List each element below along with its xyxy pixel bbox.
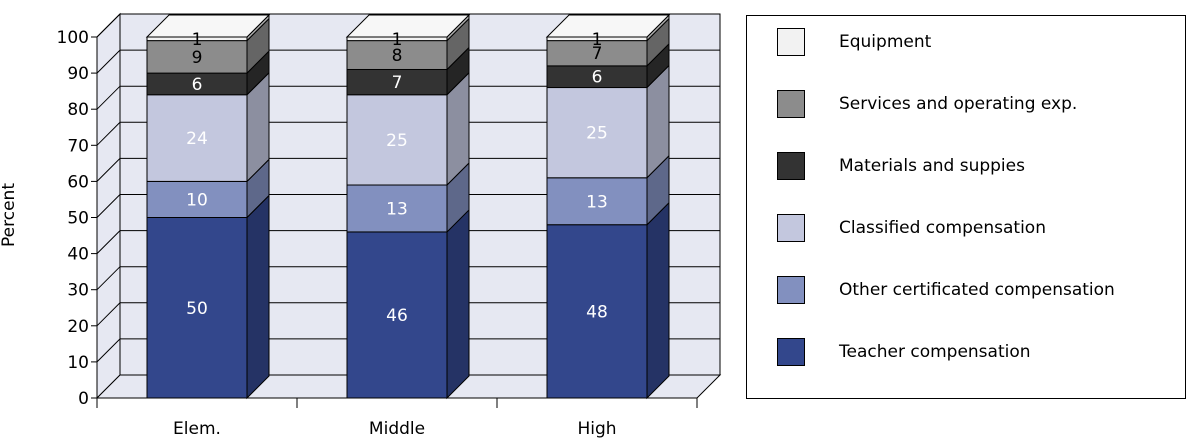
bar-front (346, 231, 448, 399)
bar-front (146, 180, 248, 218)
bar-top (345, 14, 471, 38)
legend-item: Other certificated compensation (777, 275, 1115, 305)
y-tick-label: 100 (57, 28, 89, 48)
legend-item: Equipment (777, 27, 931, 57)
data-label: 48 (586, 302, 608, 322)
gridline (96, 194, 720, 218)
gridline (96, 266, 720, 291)
bar-side (446, 208, 470, 400)
bar-top (145, 14, 271, 38)
x-tick-label: High (577, 419, 616, 439)
bar-segment (146, 158, 270, 219)
bar-front (146, 94, 248, 182)
gridline (96, 157, 720, 182)
bar-front (346, 40, 448, 70)
gridline (96, 121, 720, 146)
legend-swatch (777, 28, 805, 56)
y-tick-label: 40 (67, 245, 89, 265)
gridline (96, 85, 720, 110)
bar-front (346, 94, 448, 186)
bar-segment (546, 201, 670, 400)
bar-segment (146, 17, 270, 75)
x-tick-label: Middle (369, 419, 425, 439)
legend-swatch (777, 152, 805, 180)
bar-front (346, 184, 448, 233)
legend-item: Teacher compensation (777, 337, 1031, 367)
y-tick-label: 90 (67, 64, 89, 84)
data-label: 10 (186, 190, 208, 210)
bar-segment (345, 13, 471, 42)
legend-label: Other certificated compensation (839, 280, 1115, 300)
y-tick-label: 30 (67, 281, 89, 301)
bar-front (546, 87, 648, 179)
bar-segment (545, 13, 671, 42)
gridline (96, 13, 720, 38)
legend-item: Classified compensation (777, 213, 1046, 243)
x-tick-label: Elem. (173, 419, 221, 439)
legend-label: Equipment (839, 32, 932, 52)
bar-segment (546, 17, 670, 68)
bar-segment (346, 17, 470, 71)
legend-item: Materials and suppies (777, 151, 1025, 181)
data-label: 1 (192, 30, 203, 50)
bar-front (546, 224, 648, 399)
legend-label: Materials and suppies (839, 156, 1025, 176)
bar-segment (546, 154, 670, 226)
gridline (96, 230, 720, 254)
legend-swatch (777, 276, 805, 304)
bar-segment (346, 161, 470, 234)
data-label: 1 (592, 30, 603, 50)
legend-swatch (777, 90, 805, 118)
data-label: 6 (592, 68, 603, 88)
y-tick-label: 50 (67, 209, 89, 229)
gridline (96, 49, 720, 74)
y-tick-label: 60 (67, 172, 89, 192)
legend-swatch (777, 338, 805, 366)
y-tick-label: 70 (67, 136, 89, 156)
legend-label: Services and operating exp. (839, 94, 1078, 114)
data-label: 7 (592, 44, 603, 64)
data-label: 25 (586, 124, 608, 144)
data-label: 46 (386, 306, 408, 326)
gridline (96, 338, 720, 363)
data-label: 7 (392, 73, 403, 93)
data-label: 13 (386, 199, 408, 219)
bar-side (246, 194, 270, 400)
bar-segment (346, 208, 470, 400)
bar-front (146, 217, 248, 399)
bar-front (346, 68, 448, 96)
data-label: 1 (392, 30, 403, 50)
bar-front (546, 40, 648, 67)
gridlines (96, 13, 720, 363)
bar-top (545, 14, 671, 38)
y-axis-title: Percent (0, 183, 19, 247)
bars (145, 13, 671, 400)
bar-segment (146, 71, 270, 183)
legend-label: Teacher compensation (839, 342, 1031, 362)
legend-swatch (777, 214, 805, 242)
y-tick-label: 0 (78, 389, 89, 409)
data-label: 9 (192, 48, 203, 68)
data-label: 24 (186, 129, 208, 149)
legend-item: Services and operating exp. (777, 89, 1077, 119)
bar-segment (546, 64, 670, 179)
bar-segment (346, 71, 470, 187)
y-tick-label: 20 (67, 317, 89, 337)
gridline (96, 302, 720, 327)
stacked-bar-chart: 0 10 20 30 40 50 60 70 80 90 100 Elem. Middle High 50… (0, 12, 722, 439)
bar-segment (146, 194, 270, 400)
bar-segment (546, 42, 670, 89)
y-tick-label: 80 (67, 100, 89, 120)
bar-segment (145, 13, 271, 42)
data-label: 8 (392, 46, 403, 66)
data-label: 6 (192, 75, 203, 95)
legend-label: Classified compensation (839, 218, 1046, 238)
legend: Equipment Services and operating exp. Mate… (746, 15, 1186, 399)
data-label: 50 (186, 299, 208, 319)
bar-side (646, 201, 670, 400)
y-tick-label: 10 (67, 353, 89, 373)
data-label: 13 (586, 192, 608, 212)
data-label: 25 (386, 131, 408, 151)
